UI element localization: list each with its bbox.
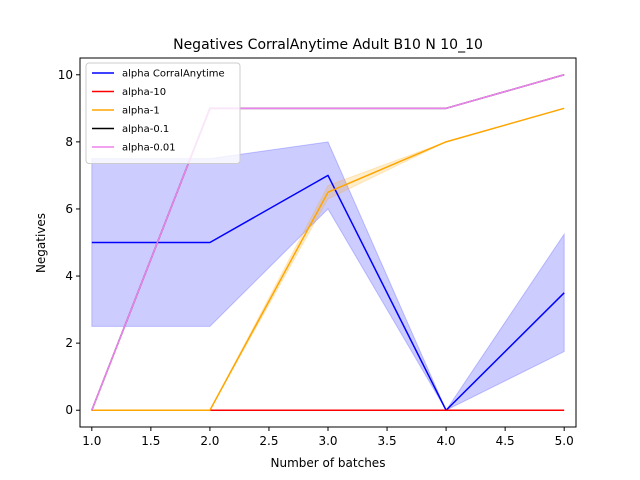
x-tick-label: 2.5 [259, 434, 278, 448]
x-tick-label: 3.5 [378, 434, 397, 448]
y-tick-label: 4 [65, 269, 73, 283]
x-tick-label: 1.5 [141, 434, 160, 448]
y-tick-label: 8 [65, 135, 73, 149]
series-line-alpha-corralanytime [91, 174, 565, 411]
x-tick-label: 2.0 [200, 434, 219, 448]
legend-box [85, 62, 241, 164]
legend-label-alpha-1: alpha-1 [122, 106, 160, 117]
y-axis-ticks: 0 2 4 6 8 10 [58, 68, 80, 417]
chart-title: Negatives CorralAnytime Adult B10 N 10_1… [173, 37, 483, 53]
x-tick-label: 3.0 [318, 434, 337, 448]
legend-label-alpha-0-01: alpha-0.01 [122, 143, 176, 154]
x-tick-label: 5.0 [555, 434, 574, 448]
legend-label-alpha-0-1: alpha-0.1 [122, 124, 169, 135]
legend-label-alpha-corralanytime: alpha CorralAnytime [122, 69, 225, 80]
y-tick-label: 2 [65, 336, 73, 350]
y-axis-label: Negatives [34, 213, 48, 273]
x-tick-label: 1.0 [82, 434, 101, 448]
x-tick-label: 4.0 [437, 434, 456, 448]
x-axis-ticks: 1.0 1.5 2.0 2.5 3.0 3.5 4.0 4.5 5.0 [82, 427, 574, 448]
y-tick-label: 6 [65, 202, 73, 216]
series-line-alpha-1 [91, 107, 565, 411]
y-tick-label: 0 [65, 403, 73, 417]
series-lines [91, 74, 565, 411]
x-axis-label: Number of batches [271, 456, 386, 470]
band-alpha-corralanytime [91, 141, 565, 412]
legend: alpha CorralAnytime alpha-10 alpha-1 alpha-… [85, 62, 241, 164]
x-tick-label: 4.5 [496, 434, 515, 448]
y-tick-label: 10 [58, 68, 73, 82]
series-line-alpha-0-01 [91, 74, 565, 411]
legend-label-alpha-10: alpha-10 [122, 87, 166, 98]
